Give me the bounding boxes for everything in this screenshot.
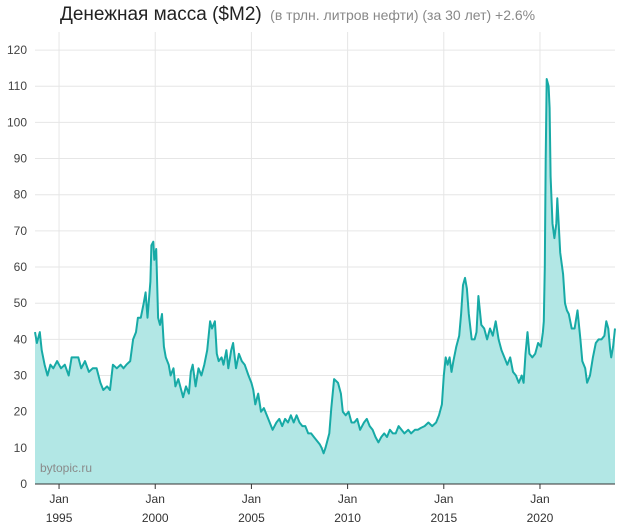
- x-tick-year-label: 2000: [142, 511, 169, 525]
- y-tick-label: 20: [14, 405, 28, 419]
- y-tick-label: 30: [14, 369, 28, 383]
- x-tick-year-label: 1995: [46, 511, 73, 525]
- y-tick-label: 110: [8, 79, 27, 93]
- x-tick-month-label: Jan: [146, 492, 165, 506]
- x-tick-year-label: 2005: [238, 511, 265, 525]
- x-tick-year-label: 2015: [430, 511, 457, 525]
- x-tick-year-label: 2020: [527, 511, 554, 525]
- y-tick-label: 120: [7, 43, 27, 57]
- y-tick-label: 50: [14, 296, 28, 310]
- y-tick-label: 100: [7, 115, 27, 129]
- y-axis: 0 10 20 30 40 50 60 70 80 90 100 110 120: [7, 43, 27, 491]
- series-area-fill: [35, 79, 615, 484]
- x-tick-month-label: Jan: [434, 492, 453, 506]
- chart-subtitle: (в трлн. литров нефти) (за 30 лет) +2.6%: [270, 7, 536, 23]
- chart-title-row: Денежная масса ($M2) (в трлн. литров неф…: [60, 4, 535, 26]
- series-line: [34, 78, 616, 455]
- y-tick-label: 80: [14, 188, 28, 202]
- x-tick-month-label: Jan: [338, 492, 357, 506]
- x-tick-year-label: 2010: [334, 511, 361, 525]
- y-tick-label: 70: [14, 224, 28, 238]
- y-tick-label: 10: [14, 441, 28, 455]
- x-tick-month-label: Jan: [530, 492, 549, 506]
- x-tick-month-label: Jan: [49, 492, 68, 506]
- y-tick-label: 40: [14, 332, 28, 346]
- watermark-text: bytopic.ru: [40, 461, 92, 475]
- chart-title: Денежная масса ($M2): [60, 4, 262, 25]
- x-axis: Jan 1995 Jan 2000 Jan 2005 Jan 2010 Jan 2015 Jan 20…: [35, 483, 615, 525]
- y-tick-label: 90: [14, 152, 28, 166]
- x-tick-month-label: Jan: [242, 492, 261, 506]
- y-tick-label: 0: [20, 477, 27, 491]
- y-tick-label: 60: [14, 260, 28, 274]
